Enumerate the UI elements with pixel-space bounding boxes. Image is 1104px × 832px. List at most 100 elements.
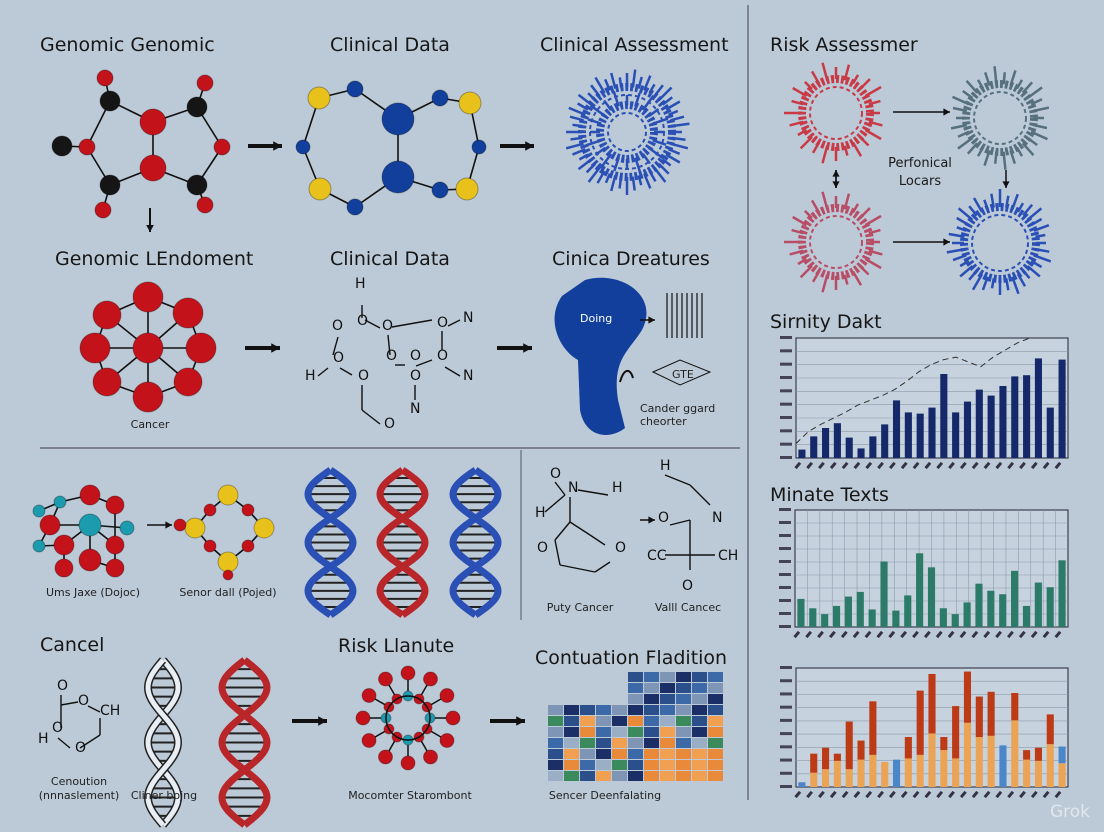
- x-tick-label: [1054, 790, 1062, 799]
- y-tick-label: [780, 732, 792, 736]
- chem-symbol: O: [384, 416, 395, 432]
- chart-bar: [940, 750, 948, 787]
- x-tick-label: [936, 461, 944, 470]
- chem-symbol: H: [305, 368, 316, 384]
- atom: [439, 733, 455, 748]
- chart-bar: [1046, 587, 1054, 627]
- atom: [173, 367, 203, 397]
- heatmap-cell: [660, 738, 675, 748]
- protein-ring-inner: [809, 215, 863, 269]
- x-tick-label: [865, 790, 873, 799]
- bond-line: [87, 705, 101, 713]
- heatmap-cell: [548, 738, 563, 748]
- chart-bar: [880, 561, 888, 627]
- heatmap-cell: [548, 727, 563, 737]
- chart-bar: [1011, 376, 1019, 458]
- heatmap-cell: [692, 683, 707, 693]
- chart-bar: [975, 389, 983, 458]
- arrow-head-icon: [165, 521, 172, 529]
- atom: [423, 671, 438, 687]
- atom: [378, 749, 393, 765]
- heatmap-cell: [692, 771, 707, 781]
- atom: [139, 154, 167, 182]
- atom: [213, 138, 231, 156]
- heatmap-cell: [708, 672, 723, 682]
- heading-clinical-assessment: Clinical Assessment: [540, 34, 729, 56]
- bond-line: [332, 336, 339, 356]
- chart-bar: [857, 740, 865, 760]
- protein-spikes: [784, 191, 883, 293]
- atom: [99, 174, 121, 196]
- bond-line: [339, 367, 353, 376]
- chart-bar: [822, 769, 830, 787]
- bond-line: [364, 319, 381, 329]
- x-tick-label: [959, 461, 967, 470]
- atom: [51, 135, 73, 157]
- chem-symbol: CH: [100, 703, 120, 719]
- heatmap-cell: [628, 771, 643, 781]
- heatmap-cell: [596, 727, 611, 737]
- bond-line: [444, 366, 461, 377]
- dna-strand: [218, 657, 271, 828]
- heatmap-cell: [708, 716, 723, 726]
- chart-bar: [845, 721, 853, 770]
- heatmap-cell: [676, 727, 691, 737]
- x-tick-label: [794, 461, 802, 470]
- y-tick-label: [779, 573, 791, 576]
- heatmap-cell: [644, 749, 659, 759]
- chart-bar: [1046, 407, 1054, 458]
- squiggle-shape: [619, 370, 634, 383]
- chart-bar: [1023, 759, 1031, 787]
- atom: [196, 74, 214, 92]
- chart-bar: [869, 436, 877, 458]
- x-tick-label: [971, 790, 979, 799]
- heatmap-cell: [692, 727, 707, 737]
- label-cheorter: cheorter: [640, 415, 687, 428]
- atom: [431, 181, 449, 199]
- x-tick-label: [841, 461, 849, 470]
- chart-bar: [881, 762, 889, 787]
- atom: [471, 139, 487, 155]
- heatmap-cell: [692, 738, 707, 748]
- chart-bar: [1058, 560, 1066, 627]
- heatmap-cell: [596, 760, 611, 770]
- bond-line: [559, 564, 596, 573]
- chart-bar: [963, 401, 972, 458]
- atom: [78, 513, 102, 537]
- label-doing: Doing: [580, 312, 613, 325]
- atom: [222, 569, 234, 581]
- heatmap-cell: [644, 683, 659, 693]
- x-tick-label: [888, 790, 896, 799]
- atom: [455, 177, 479, 201]
- chart-bar: [797, 598, 805, 627]
- x-tick-label: [805, 630, 813, 639]
- x-tick-label: [877, 790, 884, 799]
- heatmap-cell: [628, 716, 643, 726]
- y-tick-label: [779, 586, 791, 589]
- chem-symbol: N: [410, 401, 420, 417]
- diamond-shape: [651, 359, 712, 386]
- chart-bar: [999, 594, 1007, 627]
- chem-symbol: O: [658, 510, 669, 526]
- chart-bar: [868, 609, 876, 627]
- x-tick-label: [923, 630, 931, 639]
- heading-sirnity-dakt: Sirnity Dakt: [770, 311, 882, 333]
- chart-bar: [1046, 744, 1054, 787]
- protein-ring: [798, 204, 874, 280]
- arrow-head-icon: [146, 224, 154, 232]
- chart-bar: [1011, 692, 1019, 721]
- heatmap-cell: [548, 749, 563, 759]
- bond-line: [669, 519, 691, 526]
- chart-bar: [952, 758, 960, 787]
- heatmap-cell: [644, 771, 659, 781]
- chem-symbol: O: [437, 315, 448, 331]
- chart-bar: [904, 737, 912, 759]
- heatmap-cell: [580, 738, 595, 748]
- chart-bar: [916, 690, 924, 755]
- x-tick-label: [1042, 461, 1050, 470]
- bond-line: [447, 319, 461, 327]
- x-tick-label: [888, 461, 896, 470]
- atom: [241, 539, 255, 553]
- heatmap-cell: [692, 672, 707, 682]
- atom: [196, 196, 214, 214]
